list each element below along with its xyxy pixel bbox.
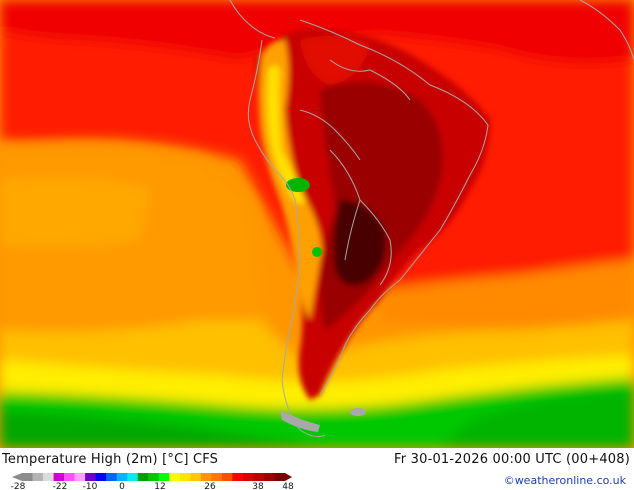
legend-swatch (95, 473, 107, 481)
legend-swatch (253, 473, 265, 481)
legend-arrow-left (12, 473, 22, 481)
coastlines (229, 0, 634, 438)
legend-swatch (190, 473, 202, 481)
legend-swatch (274, 473, 286, 481)
altiplano-green (286, 178, 310, 192)
map-footer: Temperature High (2m) [°C] CFS Fr 30-01-… (0, 448, 634, 490)
andes-green-south (312, 247, 322, 257)
legend-swatch (200, 473, 212, 481)
band-green-east (440, 390, 634, 448)
credit-link[interactable]: ©weatheronline.co.uk (503, 474, 626, 487)
border-2 (359, 199, 392, 286)
legend-swatch (106, 473, 117, 481)
coastline-west (247, 39, 326, 438)
legend-swatch (85, 473, 96, 481)
central-america (229, 0, 276, 39)
border-3 (299, 109, 361, 161)
continent-extreme-core (333, 200, 386, 286)
legend-tick-label: 26 (204, 482, 216, 490)
andes-yellow (266, 65, 305, 204)
legend-svg: -28 -22 -10 0 12 26 38 48 (11, 473, 294, 490)
temperature-map (0, 0, 634, 448)
legend-swatch (148, 473, 160, 481)
legend-swatch (53, 473, 65, 481)
legend-swatch (158, 473, 170, 481)
legend-swatch (179, 473, 191, 481)
band-pacific-orange-light (0, 176, 150, 247)
coastline-east (299, 19, 489, 396)
legend-arrow-right (285, 473, 292, 481)
tierra-del-fuego (280, 410, 320, 432)
legend-swatch (64, 473, 75, 481)
valid-time: Fr 30-01-2026 00:00 UTC (00+408) (394, 452, 630, 467)
legend-swatch (137, 473, 149, 481)
legend-swatch (127, 473, 139, 481)
color-legend: -28 -22 -10 0 12 26 38 48 (0, 470, 300, 490)
legend-swatch (32, 473, 44, 481)
legend-tick-label: -10 (83, 482, 98, 490)
legend-tick-label: -28 (11, 482, 26, 490)
legend-swatch (43, 473, 54, 481)
map-svg (0, 0, 634, 448)
legend-swatch (116, 473, 128, 481)
caribbean-islands (579, 0, 634, 61)
legend-swatch (169, 473, 181, 481)
band-green-bright (0, 410, 330, 448)
legend-swatch (221, 473, 233, 481)
band-atlantic-orange (380, 260, 634, 333)
legend-tick-label: 38 (252, 482, 264, 490)
legend-tick-label: 0 (119, 482, 125, 490)
legend-swatch (74, 473, 86, 481)
falkland-islands (350, 408, 366, 416)
legend-swatch (211, 473, 223, 481)
legend-tick-label: 48 (282, 482, 294, 490)
legend-swatch (242, 473, 254, 481)
legend-tick-label: -22 (53, 482, 68, 490)
continent-north-warm (300, 36, 370, 85)
legend-tick-label: 12 (154, 482, 165, 490)
map-title: Temperature High (2m) [°C] CFS (2, 452, 219, 467)
legend-swatch (263, 473, 275, 481)
border-4 (329, 59, 411, 101)
legend-swatch (22, 473, 33, 481)
legend-swatch (232, 473, 244, 481)
